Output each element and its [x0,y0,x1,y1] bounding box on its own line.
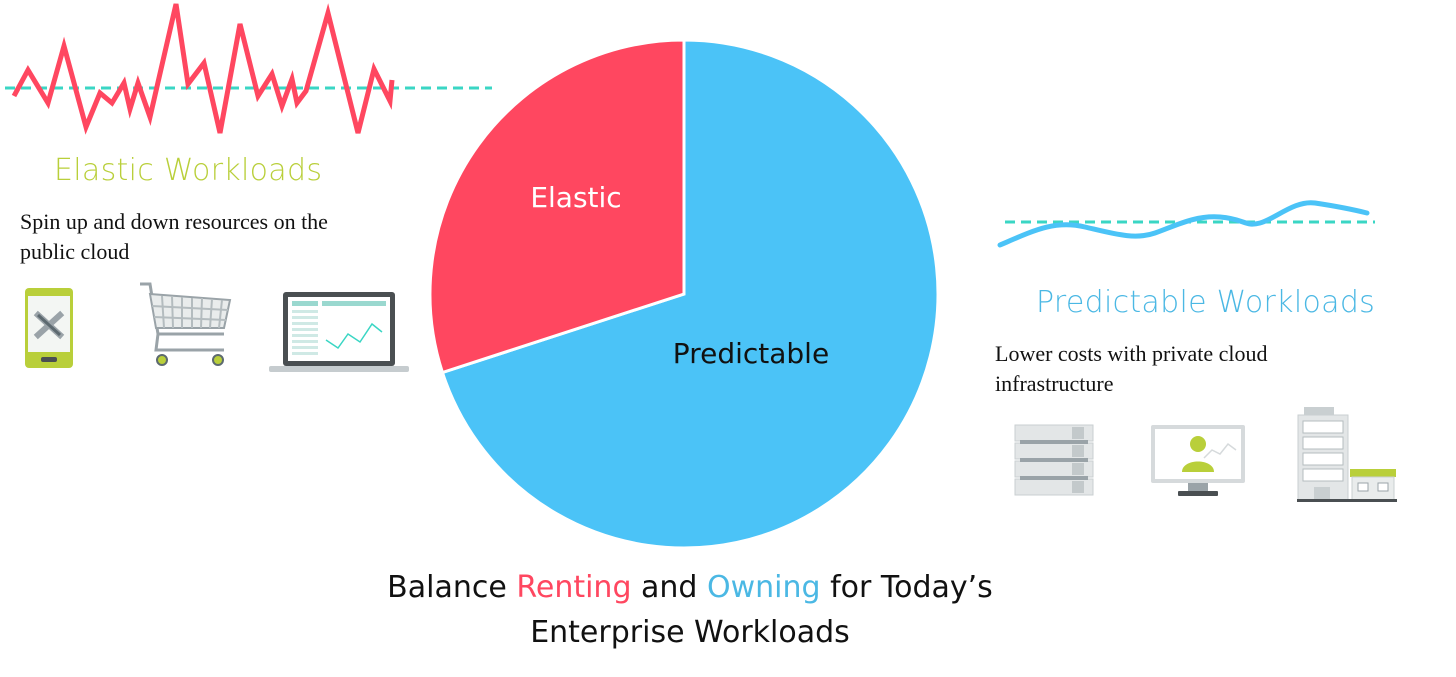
predictable-workloads-description: Lower costs with private cloud infrastru… [995,341,1268,396]
caption-renting: Renting [516,570,632,605]
laptop-dashboard-icon [269,292,409,372]
pie-label-predictable: Predictable [673,337,829,370]
predictable-waveform-icon [997,200,1375,248]
caption-line-2: Enterprise Workloads [530,615,850,650]
bottom-caption: Balance Renting and Owning for Today’s E… [340,565,1040,655]
caption-owning: Owning [707,570,821,605]
pie-slice-elastic [428,38,686,375]
smartphone-icon [25,288,73,368]
predictable-workloads-heading: Predictable Workloads [1036,285,1376,320]
elastic-waveform-icon [5,3,492,135]
pie-label-elastic: Elastic [530,181,621,214]
pie-slice-predictable [440,38,940,550]
caption-text-for-today: for Today’s [820,570,993,605]
caption-text-balance: Balance [387,570,517,605]
workload-pie-chart: Elastic Predictable [428,38,940,550]
shopping-cart-icon [140,282,232,366]
caption-line-1: Balance Renting and Owning for Today’s [340,565,1040,610]
caption-text-and: and [631,570,707,605]
office-building-icon [1297,407,1397,502]
server-rack-icon [1014,424,1094,496]
elastic-workloads-heading: Elastic Workloads [54,153,323,188]
elastic-workloads-description: Spin up and down resources on the public… [20,209,328,264]
monitor-user-icon [1151,425,1245,496]
